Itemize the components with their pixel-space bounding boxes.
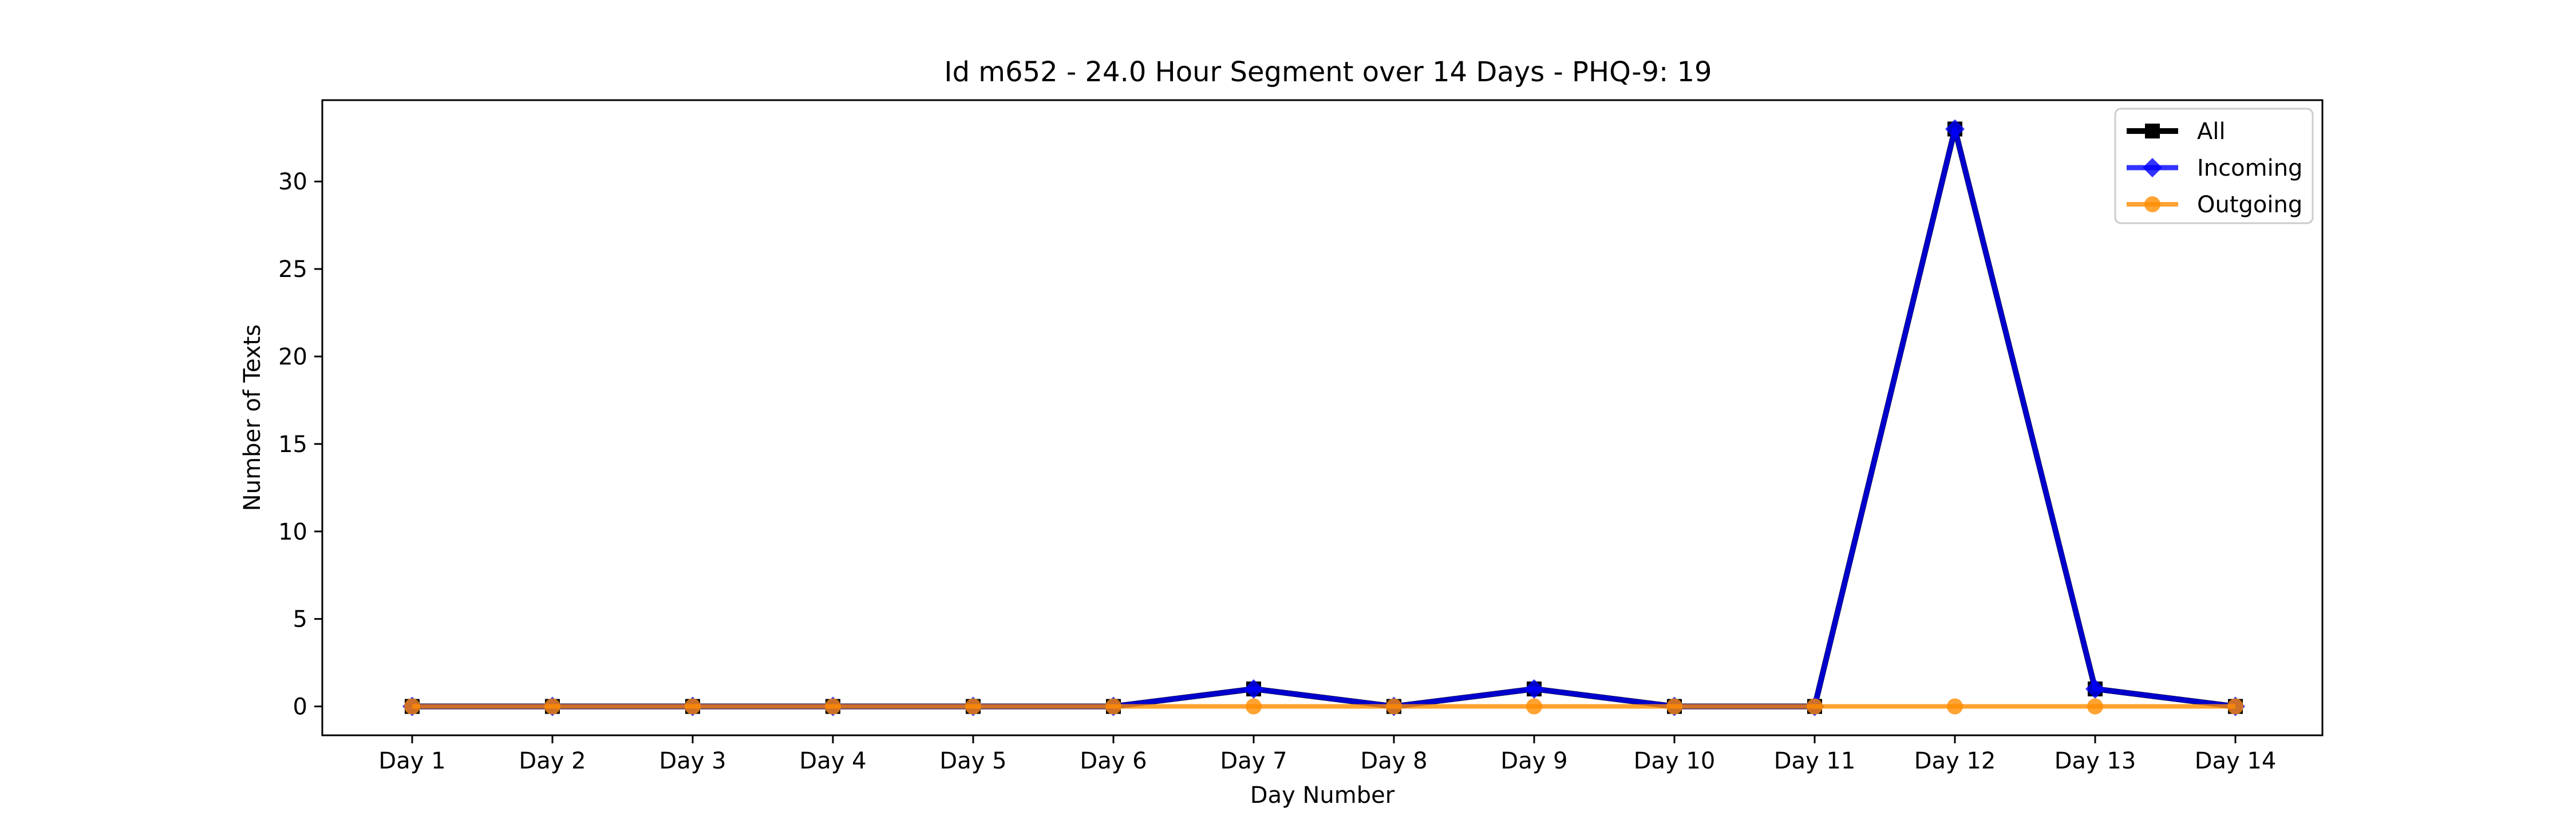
plot-background (322, 100, 2322, 735)
legend-label-incoming: Incoming (2197, 155, 2302, 181)
legend-items: All Incoming Outgoing (2127, 118, 2302, 218)
x-tick-label-day-10: Day 10 (1634, 748, 1716, 774)
data-point-outgoing-day-3 (685, 698, 701, 715)
x-tick-label-day-8: Day 8 (1360, 748, 1427, 774)
x-axis: Day 1 Day 2 Day 3 Day 4 Day 5 Day 6 Day 7 Day 8… (378, 735, 2276, 774)
data-point-outgoing-day-5 (965, 698, 981, 715)
y-tick-label-5: 5 (293, 607, 307, 633)
data-point-incoming-day-13 (2085, 679, 2105, 699)
x-tick-label-day-3: Day 3 (659, 748, 726, 774)
legend-marker-incoming (2143, 158, 2162, 177)
y-tick-label-10: 10 (278, 519, 307, 545)
series-layer (402, 119, 2245, 716)
x-tick-label-day-12: Day 12 (1914, 748, 1996, 774)
data-point-outgoing-day-12 (1947, 698, 1963, 715)
legend: All Incoming Outgoing (2114, 108, 2314, 224)
x-tick-label-day-14: Day 14 (2195, 748, 2277, 774)
series-outgoing (404, 698, 2243, 715)
legend-marker-all (2145, 124, 2160, 138)
x-tick-label-day-5: Day 5 (939, 748, 1006, 774)
x-axis-label: Day Number (1250, 782, 1395, 809)
x-tick-label-day-9: Day 9 (1500, 748, 1567, 774)
data-point-incoming-day-12 (1945, 119, 1965, 139)
data-point-outgoing-day-2 (544, 698, 560, 715)
data-point-outgoing-day-10 (1666, 698, 1682, 715)
plot-area (321, 99, 2324, 736)
data-point-outgoing-day-9 (1526, 698, 1542, 715)
data-point-incoming-day-9 (1524, 679, 1544, 699)
y-tick-label-25: 25 (278, 256, 307, 283)
x-tick-label-day-7: Day 7 (1220, 748, 1287, 774)
data-point-outgoing-day-11 (1807, 698, 1823, 715)
legend-frame (2114, 108, 2314, 224)
legend-item-all: All (2127, 118, 2226, 145)
data-point-incoming-day-7 (1244, 679, 1263, 699)
legend-label-outgoing: Outgoing (2197, 192, 2302, 218)
legend-label-all: All (2197, 118, 2226, 145)
legend-item-incoming: Incoming (2127, 155, 2302, 181)
y-tick-label-15: 15 (278, 431, 307, 458)
chart-title: Id m652 - 24.0 Hour Segment over 14 Days… (944, 56, 1712, 88)
x-tick-label-day-6: Day 6 (1080, 748, 1147, 774)
x-tick-label-day-2: Day 2 (519, 748, 586, 774)
plot-frame (321, 99, 2324, 736)
legend-item-outgoing: Outgoing (2127, 192, 2302, 218)
x-tick-label-day-11: Day 11 (1774, 748, 1856, 774)
y-axis-label: Number of Texts (239, 324, 266, 511)
y-tick-label-0: 0 (293, 694, 307, 720)
x-tick-label-day-1: Day 1 (378, 748, 445, 774)
legend-marker-outgoing (2144, 196, 2160, 212)
data-point-outgoing-day-8 (1386, 698, 1402, 715)
y-axis: 0 5 10 15 20 25 30 (278, 169, 322, 720)
data-point-outgoing-day-13 (2087, 698, 2103, 715)
y-tick-label-20: 20 (278, 344, 307, 370)
data-point-outgoing-day-7 (1246, 698, 1262, 715)
data-point-outgoing-day-1 (404, 698, 420, 715)
x-tick-label-day-4: Day 4 (799, 748, 866, 774)
data-point-outgoing-day-14 (2227, 698, 2243, 715)
data-point-outgoing-day-4 (825, 698, 841, 715)
y-tick-label-30: 30 (278, 169, 307, 195)
data-point-outgoing-day-6 (1105, 698, 1121, 715)
x-tick-label-day-13: Day 13 (2055, 748, 2136, 774)
